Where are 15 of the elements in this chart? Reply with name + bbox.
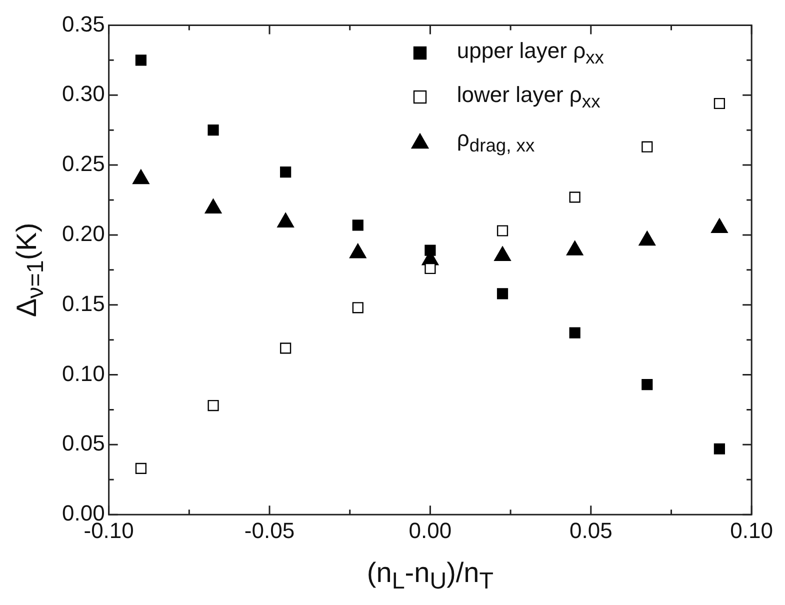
x-axis-title: (n$_{L}$-n$_{U}$)/n$_{T}$ [366,557,494,595]
y-tick-label: 0.20 [62,221,105,246]
legend-label: lower layer ρ$_{xx}$ [456,82,600,112]
x-tick-label: 0.10 [730,518,774,543]
legend-label: ρ$_{drag, xx}$ [456,126,535,156]
y-tick-label: 0.35 [62,11,105,36]
legend-label: upper layer ρ$_{xx}$ [456,38,604,68]
y-tick-label: 0.30 [62,81,105,106]
y-tick-label: 0.05 [62,430,105,456]
y-tick-label: 0.10 [62,360,105,386]
x-tick-label: -0.05 [244,518,295,543]
x-tick-label: 0.00 [408,518,452,543]
x-tick-label: 0.05 [569,518,612,543]
y-tick-label: 0.15 [62,290,105,316]
y-tick-label: 0.25 [62,151,105,176]
